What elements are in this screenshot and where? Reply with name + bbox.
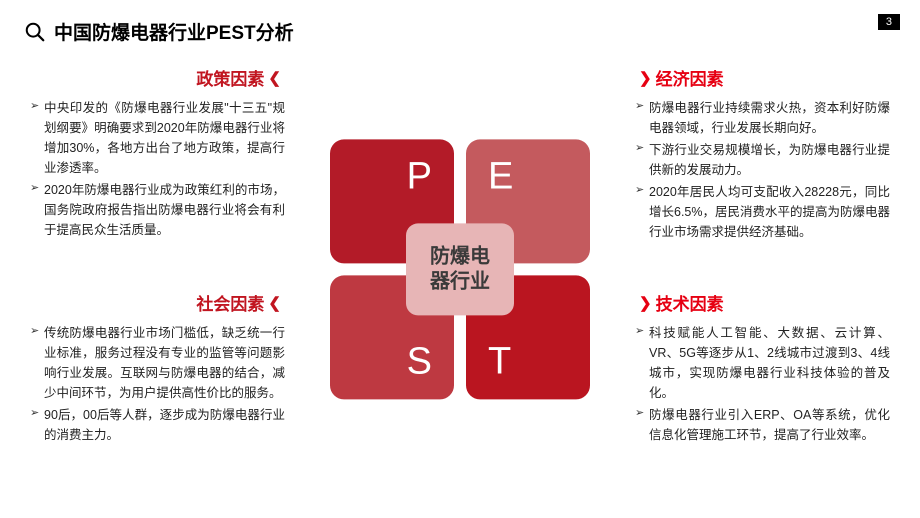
chevron-right-icon: ❯ [639, 294, 652, 312]
letter-s: S [407, 340, 432, 383]
bullet-item: 2020年居民人均可支配收入28228元，同比增长6.5%，居民消费水平的提高为… [635, 182, 890, 242]
letter-p: P [407, 155, 432, 198]
content-area: 政策因素 ❮ 中央印发的《防爆电器行业发展"十三五"规划纲要》明确要求到2020… [0, 55, 920, 515]
policy-title-text: 政策因素 [196, 65, 264, 90]
chevron-right-icon: ❯ [639, 69, 652, 87]
bullet-item: 下游行业交易规模增长，为防爆电器行业提供新的发展动力。 [635, 140, 890, 180]
bullet-item: 90后，00后等人群，逐步成为防爆电器行业的消费主力。 [30, 405, 285, 445]
page-number: 3 [878, 14, 900, 30]
economy-title-text: 经济因素 [656, 65, 724, 90]
pest-diagram: P E S T 防爆电 器行业 [330, 139, 590, 399]
page-title: 中国防爆电器行业PEST分析 [54, 18, 294, 45]
quadrant-economy: ❯ 经济因素 防爆电器行业持续需求火热，资本利好防爆电器领域，行业发展长期向好。… [635, 65, 890, 244]
quadrant-technology: ❯ 技术因素 科技赋能人工智能、大数据、云计算、VR、5G等逐步从1、2线城市过… [635, 290, 890, 447]
social-bullets: 传统防爆电器行业市场门槛低，缺乏统一行业标准，服务过程没有专业的监管等问题影响行… [30, 323, 285, 445]
social-title-text: 社会因素 [196, 290, 264, 315]
bullet-item: 传统防爆电器行业市场门槛低，缺乏统一行业标准，服务过程没有专业的监管等问题影响行… [30, 323, 285, 403]
economy-title: ❯ 经济因素 [635, 65, 890, 90]
social-title: 社会因素 ❮ [30, 290, 285, 315]
economy-bullets: 防爆电器行业持续需求火热，资本利好防爆电器领域，行业发展长期向好。下游行业交易规… [635, 98, 890, 242]
bullet-item: 2020年防爆电器行业成为政策红利的市场，国务院政府报告指出防爆电器行业将会有利… [30, 180, 285, 240]
chevron-left-icon: ❮ [268, 69, 281, 87]
center-label-box: 防爆电 器行业 [406, 223, 514, 315]
quadrant-social: 社会因素 ❮ 传统防爆电器行业市场门槛低，缺乏统一行业标准，服务过程没有专业的监… [30, 290, 285, 447]
bullet-item: 防爆电器行业引入ERP、OA等系统，优化信息化管理施工环节，提高了行业效率。 [635, 405, 890, 445]
technology-title-text: 技术因素 [656, 290, 724, 315]
bullet-item: 中央印发的《防爆电器行业发展"十三五"规划纲要》明确要求到2020年防爆电器行业… [30, 98, 285, 178]
header: 中国防爆电器行业PEST分析 3 [0, 0, 920, 45]
bullet-item: 防爆电器行业持续需求火热，资本利好防爆电器领域，行业发展长期向好。 [635, 98, 890, 138]
technology-bullets: 科技赋能人工智能、大数据、云计算、VR、5G等逐步从1、2线城市过渡到3、4线城… [635, 323, 890, 445]
letter-t: T [488, 340, 511, 383]
chevron-left-icon: ❮ [268, 294, 281, 312]
center-label: 防爆电 器行业 [430, 244, 490, 294]
technology-title: ❯ 技术因素 [635, 290, 890, 315]
policy-bullets: 中央印发的《防爆电器行业发展"十三五"规划纲要》明确要求到2020年防爆电器行业… [30, 98, 285, 240]
letter-e: E [488, 155, 513, 198]
magnifier-icon [24, 21, 46, 43]
policy-title: 政策因素 ❮ [30, 65, 285, 90]
quadrant-policy: 政策因素 ❮ 中央印发的《防爆电器行业发展"十三五"规划纲要》明确要求到2020… [30, 65, 285, 242]
bullet-item: 科技赋能人工智能、大数据、云计算、VR、5G等逐步从1、2线城市过渡到3、4线城… [635, 323, 890, 403]
